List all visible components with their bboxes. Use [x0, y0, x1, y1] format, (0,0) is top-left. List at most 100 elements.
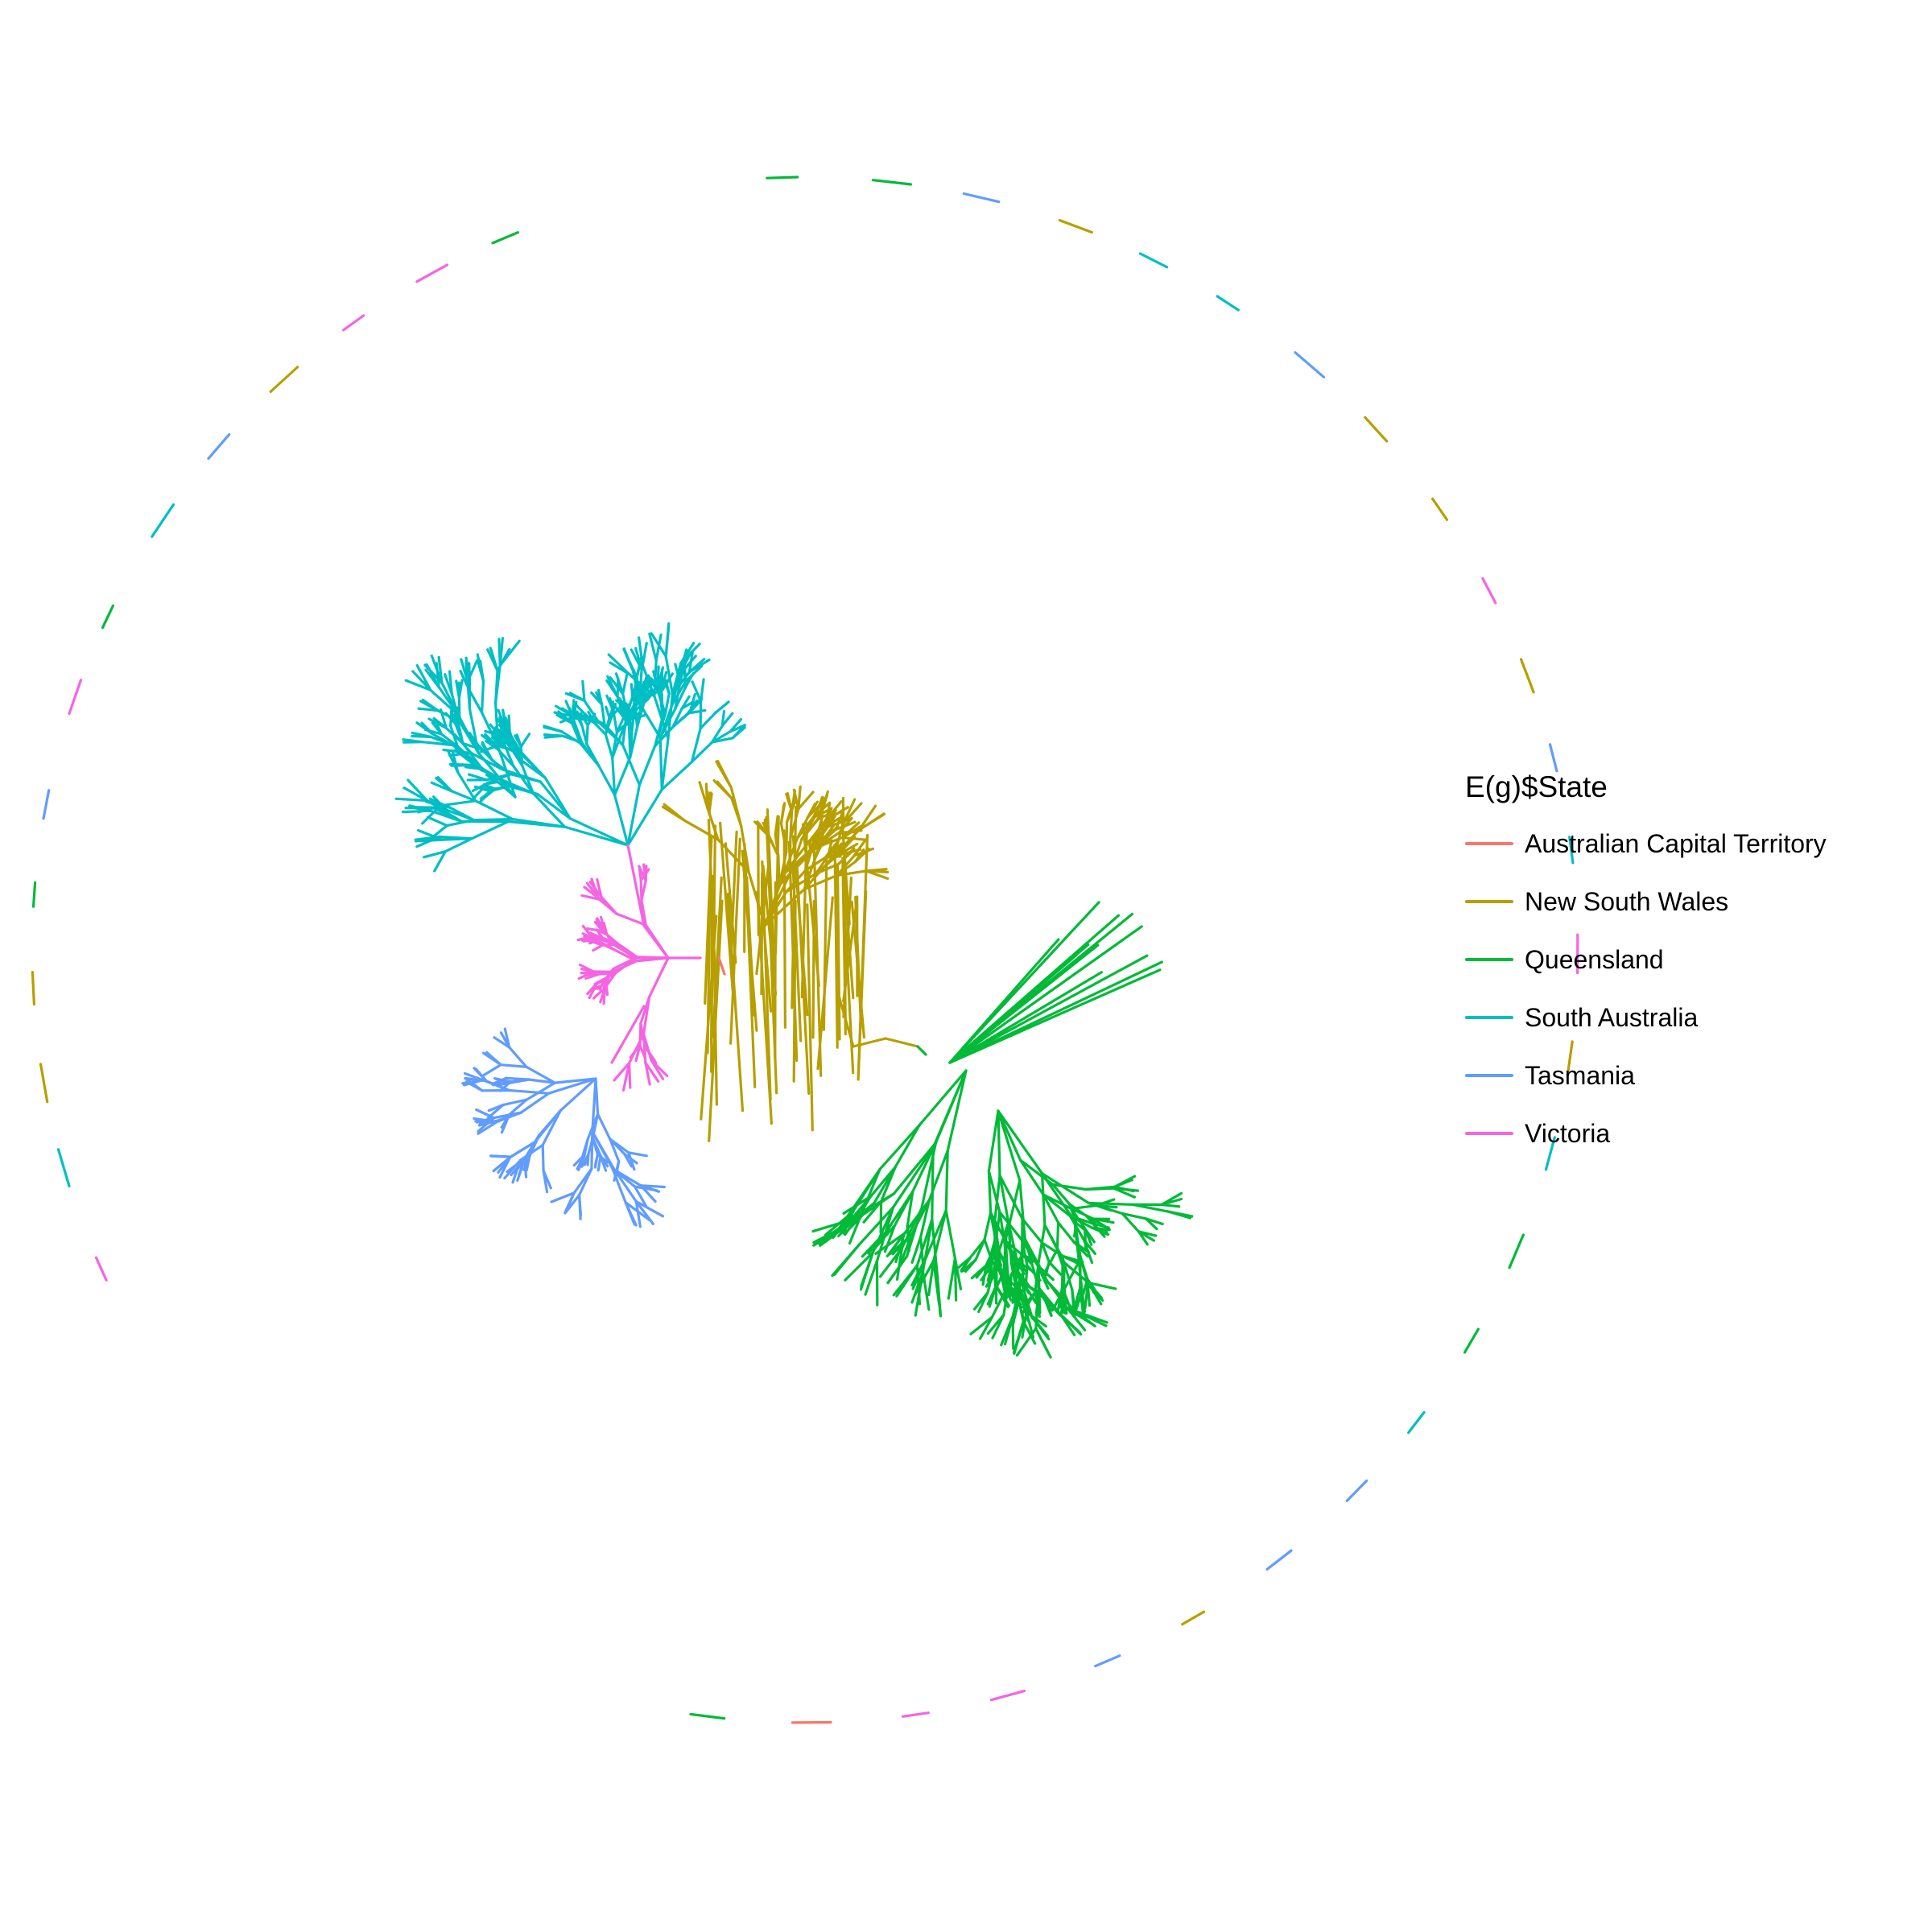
south-australia-edge	[621, 714, 628, 746]
south-australia-edge	[489, 646, 499, 672]
qld-edge	[998, 1211, 1024, 1242]
south-australia-edge	[615, 716, 625, 734]
nsw-edge	[712, 824, 717, 934]
qld-edge	[961, 1258, 977, 1273]
tasmania-edge	[500, 1113, 511, 1134]
qld-edge	[1160, 1203, 1181, 1208]
qld-edge	[1113, 1174, 1137, 1189]
legend-item-sa: South Australia	[1465, 989, 1827, 1046]
victoria-edge	[583, 886, 600, 899]
qld-edge	[994, 1220, 1010, 1261]
qld-edge	[931, 1069, 968, 1150]
qld-edge	[927, 1259, 935, 1297]
victoria-edge	[615, 912, 648, 927]
legend-swatch-nsw	[1465, 900, 1513, 903]
tasmania-edge	[613, 1168, 642, 1187]
south-australia-edge	[477, 751, 517, 799]
qld-edge	[1166, 1210, 1194, 1218]
tasmania-edge	[525, 1081, 556, 1101]
nsw-edge	[779, 802, 786, 825]
qld-edge	[811, 1219, 852, 1233]
nsw-edge	[843, 881, 855, 1000]
victoria-edge	[578, 963, 596, 973]
nsw-edge	[782, 837, 799, 876]
legend-swatch-qld	[1465, 958, 1513, 961]
tasmania-edge	[639, 1184, 657, 1203]
south-australia-edge	[440, 837, 473, 841]
tasmania-edge	[516, 1157, 526, 1183]
nsw-edge	[852, 847, 875, 857]
nsw-edge	[729, 837, 741, 1045]
south-australia-edge	[568, 691, 586, 702]
ring-edge	[1294, 351, 1326, 379]
ring-edge	[1216, 295, 1240, 312]
qld-edge	[988, 1284, 998, 1308]
qld-edge	[1067, 1203, 1088, 1218]
victoria-edge	[599, 915, 606, 932]
south-australia-edge	[597, 764, 617, 797]
south-australia-edge	[477, 660, 485, 683]
ring-edge	[766, 175, 799, 180]
nsw-edge	[827, 839, 833, 857]
south-australia-edge	[440, 733, 460, 748]
qld-edge	[987, 1170, 993, 1215]
nsw-edge	[763, 819, 770, 836]
south-australia-edge	[422, 850, 447, 859]
south-australia-edge	[461, 742, 482, 769]
qld-edge	[831, 1244, 861, 1278]
south-australia-edge	[402, 786, 429, 803]
south-australia-edge	[658, 736, 663, 791]
nsw-edge	[857, 833, 869, 1075]
south-australia-edge	[688, 692, 696, 714]
legend-item-vic: Victoria	[1465, 1104, 1827, 1162]
tasmania-edge	[597, 1154, 602, 1172]
qld-edge	[1009, 1273, 1013, 1292]
victoria-edge	[588, 980, 599, 1000]
qld-edge	[1073, 1309, 1108, 1324]
qld-edge	[886, 1190, 914, 1232]
legend-item-tas: Tasmania	[1465, 1046, 1827, 1104]
south-australia-edge	[710, 724, 724, 744]
qld-edge	[910, 1199, 931, 1236]
south-australia-edge	[474, 799, 514, 821]
nsw-edge	[834, 820, 857, 832]
qld-edge	[914, 1269, 925, 1317]
south-australia-edge	[431, 824, 448, 840]
tasmania-edge	[609, 1137, 621, 1163]
tasmania-edge	[591, 1137, 602, 1158]
legend-label-qld: Queensland	[1525, 944, 1664, 974]
qld-edge	[891, 1146, 935, 1209]
victoria-edge	[639, 1022, 646, 1048]
tasmania-edge	[627, 1151, 636, 1171]
qld-edge	[944, 1209, 957, 1260]
qld-edge	[935, 1274, 942, 1315]
tasmania-edge	[487, 1103, 505, 1113]
south-australia-edge	[720, 712, 734, 728]
qld-edge	[895, 1246, 904, 1282]
tasmania-edge	[576, 1154, 586, 1171]
nsw-edge	[857, 812, 886, 832]
qld-edge	[817, 1219, 852, 1245]
nsw-edge	[704, 782, 709, 809]
south-australia-edge	[444, 712, 457, 725]
ring-edge	[269, 365, 299, 394]
south-australia-edge	[605, 679, 619, 699]
nsw-edge	[724, 842, 737, 964]
south-australia-edge	[690, 741, 714, 763]
south-australia-edge	[539, 780, 572, 820]
nsw-edge	[712, 900, 723, 1025]
south-australia-edge	[454, 749, 477, 767]
tasmania-edge	[591, 1113, 600, 1140]
south-australia-edge	[473, 785, 492, 793]
qld-edge	[1056, 1221, 1075, 1244]
qld-edge	[900, 1233, 913, 1263]
qld-edge	[1019, 1279, 1034, 1319]
tasmania-edge	[461, 1079, 485, 1085]
qld-edge	[1072, 1221, 1078, 1238]
tasmania-edge	[511, 1158, 522, 1184]
tasmania-edge	[553, 1077, 597, 1084]
qld-edge	[978, 1315, 993, 1340]
nsw-edge	[832, 828, 861, 857]
south-australia-edge	[479, 748, 504, 771]
qld-edge	[969, 1315, 993, 1335]
